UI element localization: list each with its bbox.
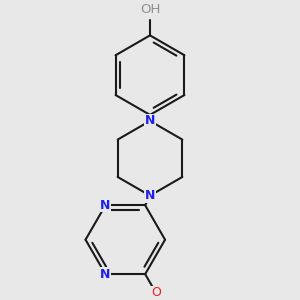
Text: N: N	[100, 199, 111, 212]
Text: OH: OH	[140, 3, 160, 16]
Text: N: N	[145, 114, 155, 128]
Text: N: N	[145, 189, 155, 202]
Text: O: O	[151, 286, 161, 299]
Text: N: N	[100, 268, 111, 281]
